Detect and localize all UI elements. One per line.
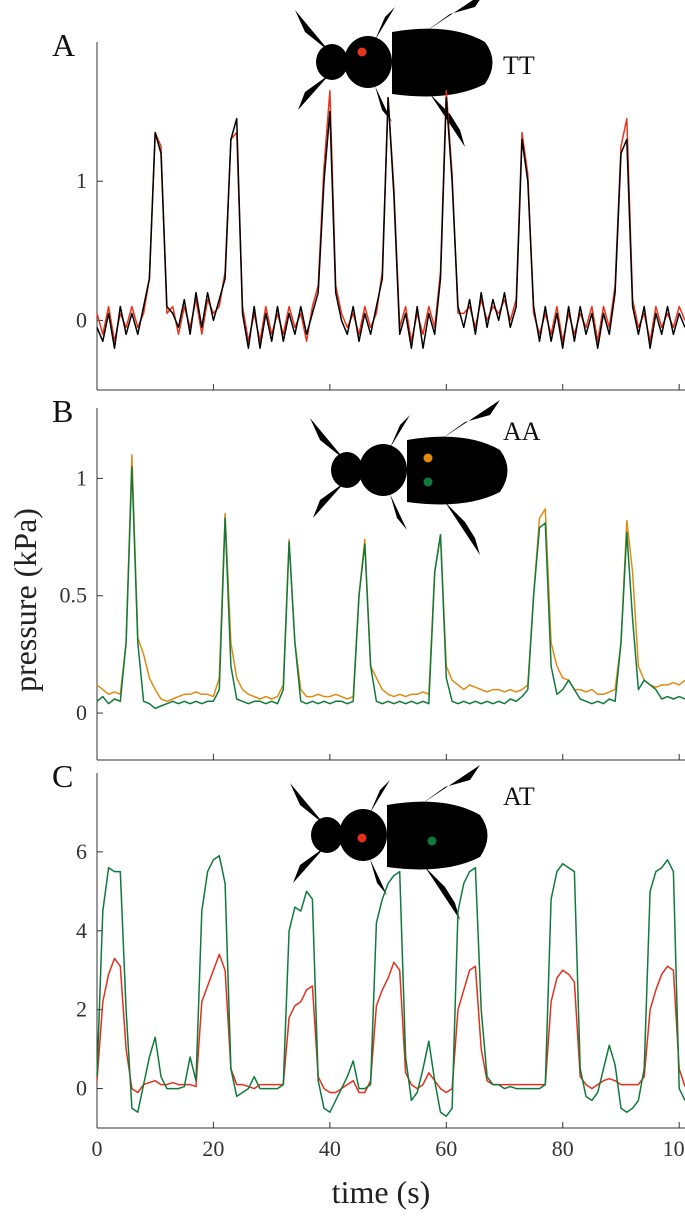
- y-tick-label: 0: [76, 1076, 87, 1101]
- sensor-dot: [423, 477, 433, 487]
- y-tick-label: 0: [76, 307, 87, 332]
- panel-letter: C: [52, 758, 73, 794]
- sensor-dot: [357, 47, 367, 57]
- beetle: [280, 0, 493, 147]
- panel-label: TT: [503, 51, 535, 80]
- trace: [96, 855, 685, 1117]
- sensor-dot: [427, 836, 437, 846]
- sensor-dot: [357, 833, 367, 843]
- y-tick-label: 1: [76, 465, 87, 490]
- panel-letter: B: [52, 393, 73, 429]
- y-tick-label: 2: [76, 997, 87, 1022]
- sensor-dot: [423, 453, 433, 463]
- x-tick-label: 80: [552, 1136, 574, 1161]
- panel-label: AA: [503, 417, 541, 446]
- panel-letter: A: [52, 27, 75, 63]
- x-axis-label: time (s): [332, 1174, 431, 1210]
- y-tick-label: 0: [76, 700, 87, 725]
- trace: [96, 96, 685, 349]
- x-tick-label: 40: [319, 1136, 341, 1161]
- y-tick-label: 1: [76, 168, 87, 193]
- sensor-dot: [356, 68, 366, 78]
- trace: [96, 465, 685, 710]
- y-tick-label: 0.5: [60, 583, 88, 608]
- trace: [96, 454, 685, 703]
- y-tick-label: 6: [76, 839, 87, 864]
- beetle: [295, 400, 508, 555]
- y-tick-label: 4: [76, 918, 87, 943]
- x-tick-label: 20: [202, 1136, 224, 1161]
- x-tick-label: 60: [435, 1136, 457, 1161]
- y-axis-label: pressure (kPa): [7, 508, 43, 692]
- panel-label: AT: [503, 782, 535, 811]
- x-tick-label: 100: [663, 1136, 685, 1161]
- x-tick-label: 0: [92, 1136, 103, 1161]
- beetle: [275, 765, 488, 920]
- trace: [96, 953, 685, 1094]
